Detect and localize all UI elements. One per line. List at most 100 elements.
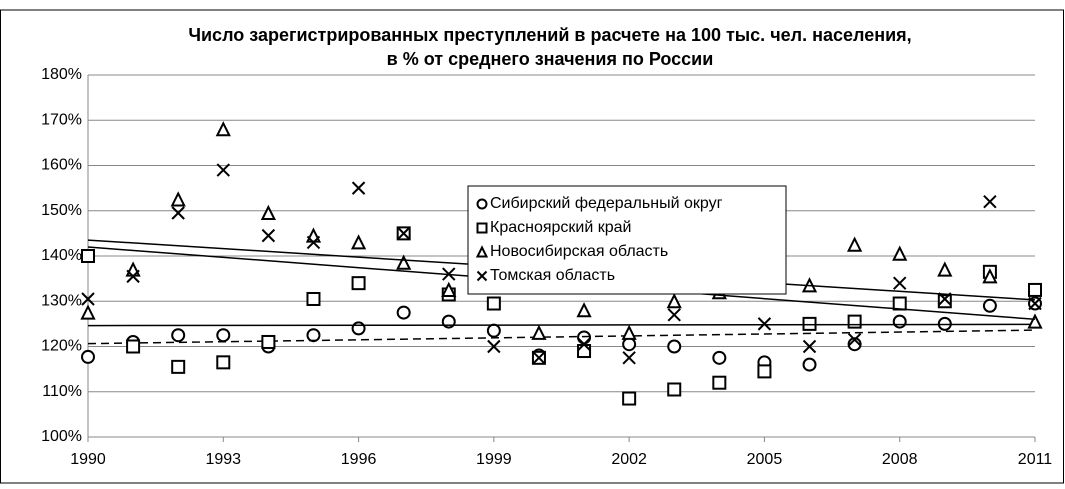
marker xyxy=(1028,296,1042,311)
marker xyxy=(892,245,908,261)
chart-title: в % от среднего значения по России xyxy=(387,49,714,69)
marker xyxy=(306,328,321,343)
legend-marker xyxy=(476,270,488,282)
marker xyxy=(351,276,366,291)
marker xyxy=(486,323,501,338)
y-tick-label: 160% xyxy=(41,157,82,174)
marker xyxy=(802,316,817,331)
marker xyxy=(622,337,637,352)
marker xyxy=(982,298,997,313)
trendline xyxy=(87,329,1036,345)
marker xyxy=(396,305,411,320)
legend-marker xyxy=(476,222,488,234)
marker xyxy=(216,355,231,370)
marker xyxy=(261,228,276,243)
marker xyxy=(487,339,501,354)
marker xyxy=(306,291,321,306)
marker xyxy=(802,339,817,354)
marker xyxy=(847,236,863,252)
marker xyxy=(441,281,457,297)
x-tick-label: 1993 xyxy=(205,451,241,468)
marker xyxy=(351,321,366,336)
marker xyxy=(396,226,411,241)
marker xyxy=(847,333,862,347)
y-tick-label: 150% xyxy=(41,202,82,219)
marker xyxy=(622,351,636,365)
marker xyxy=(126,269,140,284)
marker xyxy=(1027,313,1043,329)
marker xyxy=(983,194,997,209)
y-tick-label: 170% xyxy=(41,111,82,128)
marker xyxy=(81,249,95,263)
marker xyxy=(80,304,96,320)
marker xyxy=(306,235,321,250)
x-tick-label: 2005 xyxy=(747,451,783,468)
marker xyxy=(171,206,185,220)
marker xyxy=(667,382,682,397)
marker xyxy=(351,181,366,195)
marker xyxy=(937,294,952,309)
marker xyxy=(171,328,186,343)
marker xyxy=(982,268,998,284)
marker xyxy=(712,375,727,390)
marker xyxy=(1028,282,1042,297)
x-tick-label: 1990 xyxy=(70,451,106,468)
legend-label: Сибирский федеральный округ xyxy=(490,195,723,212)
marker xyxy=(577,344,592,359)
marker xyxy=(260,204,276,221)
marker xyxy=(216,328,231,343)
legend-marker xyxy=(476,198,488,210)
marker xyxy=(261,334,276,349)
y-tick-label: 100% xyxy=(41,428,82,445)
marker xyxy=(81,349,95,364)
trendline xyxy=(87,323,1036,327)
marker xyxy=(216,163,230,177)
legend-box xyxy=(467,185,787,295)
marker xyxy=(938,292,952,306)
marker xyxy=(847,337,862,352)
x-tick-label: 2011 xyxy=(1018,451,1053,468)
marker xyxy=(532,351,546,365)
marker xyxy=(126,339,141,354)
marker xyxy=(486,296,501,311)
y-tick-label: 140% xyxy=(41,247,82,264)
legend-label: Красноярский край xyxy=(490,219,631,236)
y-tick-label: 180% xyxy=(41,66,82,83)
marker xyxy=(892,296,907,311)
marker xyxy=(666,293,682,309)
marker xyxy=(802,357,817,372)
marker xyxy=(712,350,727,365)
marker xyxy=(170,191,186,207)
marker xyxy=(892,314,907,329)
legend-label: Томская область xyxy=(490,267,615,284)
marker xyxy=(937,261,953,277)
x-tick-label: 1996 xyxy=(341,451,377,468)
marker xyxy=(577,330,592,345)
y-tick-label: 130% xyxy=(41,292,82,309)
marker xyxy=(215,121,231,137)
marker xyxy=(667,308,681,322)
marker xyxy=(81,292,95,306)
marker xyxy=(622,391,637,406)
x-tick-label: 2002 xyxy=(611,451,647,468)
y-tick-label: 120% xyxy=(41,338,82,355)
chart-title: Число зарегистрированных преступлений в … xyxy=(188,25,911,45)
y-tick-label: 110% xyxy=(42,383,82,400)
marker xyxy=(757,364,772,379)
marker xyxy=(757,317,772,331)
x-tick-label: 1999 xyxy=(476,451,512,468)
marker xyxy=(577,337,591,351)
x-tick-label: 2008 xyxy=(882,451,918,468)
marker xyxy=(847,314,862,329)
marker xyxy=(396,254,412,270)
marker xyxy=(621,324,637,340)
marker xyxy=(576,302,592,318)
marker xyxy=(171,359,186,374)
legend-marker xyxy=(475,245,489,258)
marker xyxy=(667,339,682,354)
marker xyxy=(893,276,907,290)
marker xyxy=(350,234,367,250)
legend-label: Новосибирская область xyxy=(490,243,668,260)
marker xyxy=(531,324,547,340)
